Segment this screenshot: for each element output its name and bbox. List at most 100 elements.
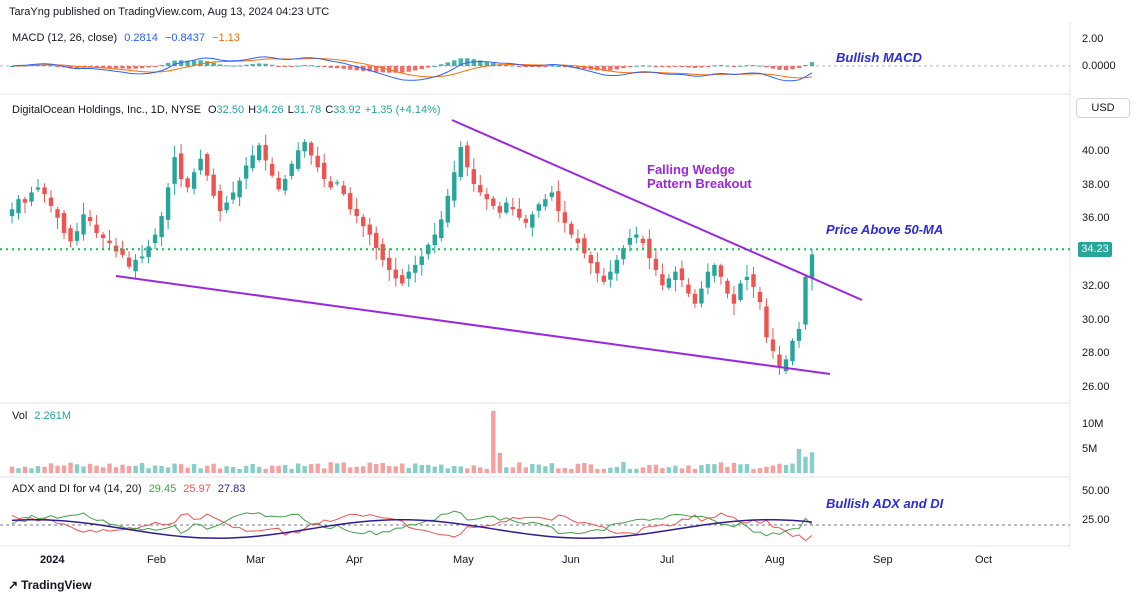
volume-bar [374, 464, 379, 473]
volume-bar [796, 449, 802, 473]
volume-bar [569, 468, 574, 473]
volume-bar [185, 467, 190, 473]
high-label: H [248, 104, 257, 116]
footer-brand[interactable]: ↗ TradingView [8, 578, 92, 592]
volume-bar [341, 462, 346, 473]
macd-histogram-bar [595, 66, 600, 71]
candle-body [361, 216, 366, 227]
macd-header: MACD (12, 26, close) 0.2814 −0.8437 −1.1… [12, 32, 244, 44]
candle-body [256, 145, 262, 161]
candle-body [686, 284, 691, 294]
macd-histogram-bar [400, 66, 405, 73]
macd-histogram-bar [439, 64, 444, 66]
candle-body [783, 359, 789, 372]
wedge-annotation-line-1: Falling Wedge [647, 162, 735, 177]
candle-body [432, 234, 437, 246]
candle-body [354, 208, 359, 217]
macd-histogram-bar [133, 66, 138, 69]
candle-body [335, 182, 340, 184]
macd-histogram-bar [94, 66, 99, 68]
macd-histogram-bar [139, 66, 145, 69]
macd-histogram-bar [692, 66, 698, 68]
volume-bar [426, 464, 431, 473]
candle-body [569, 223, 574, 235]
candle-body [263, 144, 268, 161]
candle-body [562, 212, 568, 223]
candle-body [712, 264, 717, 276]
volume-bar [432, 466, 437, 473]
macd-histogram-bar [517, 66, 522, 67]
volume-bar [699, 465, 704, 473]
candle-body [269, 164, 275, 176]
candle-body [68, 228, 73, 242]
candle-body [9, 209, 15, 217]
price-axis-tick: 32.00 [1082, 279, 1110, 292]
volume-bar [139, 462, 145, 473]
candle-body [575, 238, 581, 244]
volume-bar [679, 468, 685, 473]
volume-bar [302, 465, 307, 473]
close-value: 33.92 [333, 104, 361, 116]
macd-histogram-bar [725, 65, 730, 67]
macd-histogram-bar [413, 66, 418, 71]
volume-bar [9, 466, 15, 473]
volume-bar [718, 462, 724, 473]
volume-bar [660, 468, 665, 473]
macd-histogram-bar [152, 66, 158, 67]
x-tick-2024: 2024 [40, 554, 65, 566]
volume-bar [803, 456, 808, 473]
macd-histogram-bar [100, 66, 106, 68]
currency-button[interactable]: USD [1076, 98, 1130, 118]
volume-bar [308, 464, 314, 473]
macd-histogram-bar [751, 65, 756, 67]
volume-bar [42, 466, 47, 473]
macd-histogram-bar [308, 65, 314, 67]
candle-body [276, 177, 281, 190]
macd-histogram-bar [263, 63, 268, 66]
volume-axis-10m: 10M [1082, 418, 1104, 430]
macd-histogram-bar [536, 66, 542, 67]
macd-histogram-bar [165, 62, 171, 66]
macd-value-3: −1.13 [212, 32, 240, 44]
close-label: C [325, 104, 334, 116]
candle-body [243, 165, 249, 179]
candle-body [35, 187, 41, 190]
volume-panel [9, 411, 815, 473]
volume-bar [354, 466, 359, 473]
volume-bar [419, 464, 424, 473]
candle-body [478, 185, 483, 193]
drawings [0, 119, 1070, 375]
candle-body [640, 238, 646, 244]
macd-histogram-bar [198, 60, 203, 66]
macd-histogram-bar [686, 66, 691, 68]
volume-bar [647, 465, 652, 473]
x-tick-may: May [453, 554, 474, 566]
volume-bar [536, 464, 542, 473]
candle-body [107, 240, 112, 244]
macd-histogram-bar [796, 66, 802, 68]
volume-bar [120, 464, 125, 473]
volume-bar [471, 465, 476, 473]
candle-body [634, 234, 639, 238]
wedge-upper-trendline [451, 119, 863, 301]
macd-histogram-bar [68, 66, 73, 69]
volume-bar [146, 468, 151, 473]
volume-bar [35, 466, 41, 473]
price-axis-tick: 38.00 [1082, 178, 1110, 191]
x-tick-jul: Jul [660, 554, 675, 566]
volume-bar [224, 466, 229, 473]
ohlc: O32.50 H34.26 L31.78 C33.92 +1.35 (+4.14%) [208, 104, 445, 116]
macd-histogram-bar [484, 61, 489, 66]
candle-body [692, 293, 698, 304]
volume-bar [608, 467, 613, 473]
macd-histogram-bar [471, 59, 476, 66]
candle-body [705, 271, 711, 288]
wedge-lower-trendline [115, 275, 831, 375]
macd-histogram-bar [478, 60, 483, 66]
volume-bar [256, 466, 262, 473]
macd-histogram-bar [764, 66, 769, 68]
macd-histogram-bar [608, 66, 613, 71]
candle-body [484, 194, 489, 200]
macd-histogram-bar [204, 61, 210, 66]
